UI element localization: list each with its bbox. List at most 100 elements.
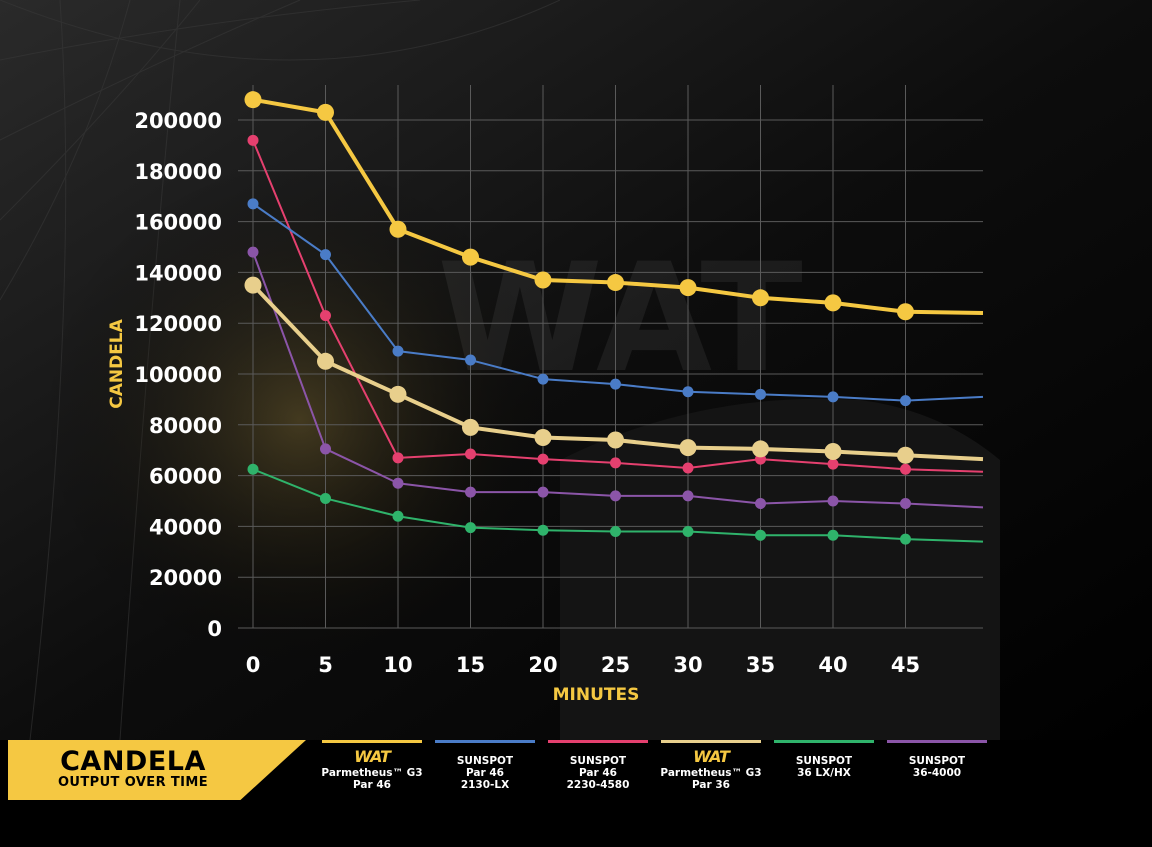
data-point	[752, 440, 769, 458]
legend-label: Parmetheus™ G3	[321, 767, 423, 779]
legend-swatch	[322, 740, 422, 743]
data-point	[392, 510, 404, 522]
y-tick-label: 80000	[149, 414, 222, 438]
legend-label: Par 46	[579, 767, 617, 779]
data-point	[465, 354, 476, 366]
y-tick-label: 20000	[149, 566, 222, 590]
data-point	[244, 91, 262, 109]
data-point	[320, 492, 331, 504]
x-tick-label: 30	[673, 653, 702, 677]
legend-item: WAT Parmetheus™ G3 Par 36	[660, 740, 762, 800]
legend-swatch	[774, 740, 874, 743]
series-wat_par46	[244, 91, 984, 321]
legend-item: SUNSPOT Par 46 2130-LX	[435, 740, 535, 800]
data-point	[900, 533, 911, 545]
legend-item: SUNSPOT 36 LX/HX	[774, 740, 874, 800]
data-point	[824, 294, 842, 312]
legend-item: SUNSPOT 36-4000	[887, 740, 987, 800]
data-point	[392, 345, 404, 357]
y-tick-label: 140000	[134, 261, 222, 285]
data-point	[247, 198, 259, 210]
data-point	[320, 310, 331, 322]
y-tick-label: 200000	[134, 109, 222, 133]
data-point	[900, 498, 911, 510]
data-point	[900, 463, 911, 475]
data-point	[465, 522, 476, 534]
data-point	[392, 452, 404, 464]
y-tick-label: 60000	[149, 465, 222, 489]
y-tick-label: 0	[207, 617, 222, 641]
data-point	[682, 525, 694, 537]
background-hill	[560, 398, 1000, 740]
data-point	[320, 443, 331, 455]
data-point	[679, 439, 697, 457]
data-point	[389, 385, 407, 403]
x-tick-label: 5	[318, 653, 333, 677]
data-point	[465, 486, 476, 498]
legend-label: SUNSPOT	[456, 755, 514, 767]
legend-swatch	[435, 740, 535, 743]
legend-label: SUNSPOT	[908, 755, 966, 767]
wat-logo: WAT	[693, 747, 730, 766]
data-point	[897, 303, 914, 321]
data-point	[537, 486, 549, 498]
data-point	[244, 276, 262, 294]
data-point	[462, 248, 479, 266]
data-point	[247, 463, 259, 475]
y-tick-label: 180000	[134, 160, 222, 184]
x-tick-label: 10	[383, 653, 412, 677]
legend-swatch	[661, 740, 761, 743]
chart: WAT 0 5 10 15 20 25 30 35 40 45 0 20000 40000 60000 80…	[0, 0, 1152, 740]
x-tick-label: 45	[891, 653, 920, 677]
legend-label: Parmetheus™ G3	[660, 767, 762, 779]
banner-subtitle: OUTPUT OVER TIME	[57, 775, 209, 790]
data-point	[247, 246, 259, 258]
y-tick-label: 40000	[149, 515, 222, 539]
series-sunspot_36lx	[247, 463, 984, 545]
series-sunspot_2230	[247, 134, 984, 475]
data-point	[682, 490, 694, 502]
data-point	[607, 431, 624, 449]
x-tick-label: 35	[746, 653, 775, 677]
data-point	[752, 289, 769, 307]
data-point	[682, 462, 694, 474]
legend-item: WAT Parmetheus™ G3 Par 46	[321, 740, 423, 800]
data-point	[755, 529, 766, 541]
data-point	[534, 429, 552, 446]
data-point	[824, 442, 842, 460]
y-tick-label: 100000	[134, 363, 222, 387]
data-point	[317, 352, 334, 370]
legend-label: SUNSPOT	[795, 755, 853, 767]
data-point	[534, 271, 552, 289]
data-point	[247, 134, 259, 146]
data-point	[389, 220, 407, 238]
series-wat_par36	[244, 276, 984, 464]
legend-label: Par 36	[692, 779, 730, 791]
legend-label: 36 LX/HX	[797, 767, 851, 779]
data-point	[682, 386, 694, 398]
series-sunspot_2130	[247, 198, 984, 407]
data-point	[827, 529, 839, 541]
data-point	[537, 453, 549, 465]
y-tick-label: 160000	[134, 211, 222, 235]
data-point	[755, 498, 766, 510]
wat-logo: WAT	[354, 747, 391, 766]
data-point	[610, 378, 621, 390]
x-tick-label: 25	[601, 653, 630, 677]
data-point	[317, 103, 334, 121]
legend-label: Par 46	[466, 767, 504, 779]
title-banner: CANDELA OUTPUT OVER TIME	[8, 740, 306, 800]
y-tick-label: 120000	[134, 312, 222, 336]
data-point	[679, 279, 697, 297]
banner-title: CANDELA	[60, 746, 206, 777]
y-axis-title: CANDELA	[107, 318, 127, 408]
footer: CANDELA OUTPUT OVER TIME WAT Parmetheus™ …	[0, 740, 1152, 800]
data-point	[465, 448, 476, 460]
x-tick-label: 15	[456, 653, 485, 677]
legend-label: 36-4000	[912, 767, 962, 779]
legend-label: Par 46	[353, 779, 391, 791]
legend-label: 2130-LX	[460, 779, 510, 791]
data-point	[392, 477, 404, 489]
data-point	[607, 274, 624, 292]
data-point	[827, 391, 839, 403]
